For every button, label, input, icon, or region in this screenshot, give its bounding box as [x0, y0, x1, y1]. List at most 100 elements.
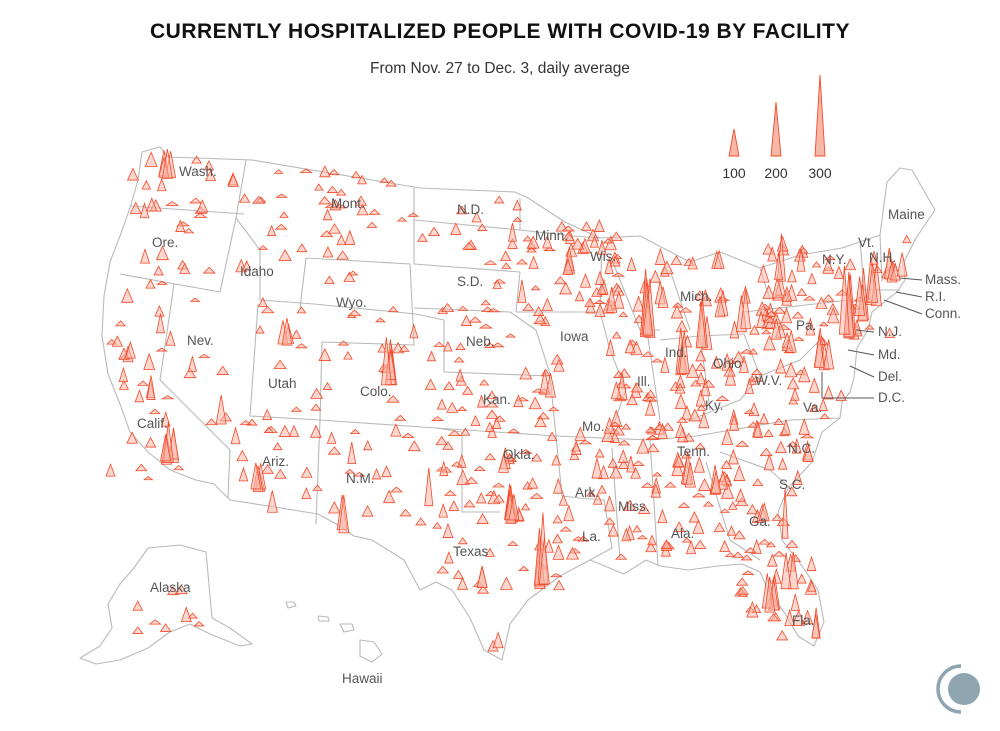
facility-spike — [517, 279, 527, 303]
facility-spike — [508, 494, 520, 521]
facility-spike — [592, 493, 603, 505]
facility-spike — [869, 250, 879, 265]
facility-spike — [457, 305, 469, 311]
facility-spike — [455, 205, 468, 215]
facility-spike — [771, 276, 783, 299]
state-label-pa: Pa. — [796, 318, 816, 333]
facility-spike — [822, 257, 835, 274]
facility-spike — [784, 608, 795, 626]
facility-spike — [484, 452, 496, 461]
facility-spike — [597, 239, 607, 255]
leader-line-del — [849, 365, 875, 378]
state-label-utah: Utah — [268, 376, 297, 391]
facility-spike — [183, 227, 195, 234]
facility-spike — [626, 256, 637, 271]
facility-spike — [463, 499, 476, 508]
facility-spike — [749, 324, 760, 335]
facility-spike — [294, 343, 309, 349]
facility-spike — [664, 481, 677, 488]
facility-spike — [261, 464, 274, 474]
state-label-kan: Kan. — [483, 392, 511, 407]
facility-spike — [347, 309, 362, 316]
facility-spike — [675, 422, 687, 438]
facility-spike — [155, 313, 165, 334]
facility-spike — [155, 280, 169, 285]
facility-spike — [786, 377, 800, 390]
facility-spike — [673, 454, 685, 468]
facility-spike — [592, 299, 607, 304]
facility-spike — [129, 201, 142, 214]
facility-spike — [507, 428, 521, 434]
facility-spike — [772, 550, 786, 557]
state-label-tenn: Tenn. — [677, 444, 710, 459]
facility-spike — [118, 366, 129, 383]
facility-spike — [563, 504, 575, 522]
facility-spike — [143, 476, 154, 481]
state-label-calif: Calif. — [137, 416, 168, 431]
circle-logo-icon — [936, 664, 980, 714]
facility-spike — [650, 483, 662, 498]
facility-spike — [272, 442, 283, 451]
facility-spike — [790, 387, 800, 401]
facility-spike — [660, 539, 673, 549]
facility-spike — [436, 565, 450, 574]
facility-spike — [763, 334, 776, 351]
facility-spike — [757, 264, 770, 283]
state-borders — [79, 146, 936, 665]
facility-spike — [569, 449, 580, 460]
facility-spike — [763, 453, 775, 471]
facility-spike — [751, 538, 762, 554]
facility-spike — [681, 537, 693, 543]
facility-spike — [544, 373, 556, 398]
facility-spike — [613, 370, 625, 378]
facility-spike — [143, 352, 156, 370]
facility-spike — [238, 193, 251, 203]
facility-spike — [290, 406, 303, 412]
facility-spike — [780, 552, 792, 590]
facility-spike — [610, 272, 626, 277]
label-leader-lines — [821, 277, 923, 399]
facility-spike — [796, 573, 807, 584]
state-label-nm: N.M. — [346, 471, 375, 486]
facility-spike — [480, 299, 491, 306]
facility-spike — [528, 396, 542, 410]
facility-spike — [526, 477, 539, 489]
facility-spike — [153, 265, 164, 276]
facility-spike — [450, 222, 462, 235]
facility-spike — [274, 468, 287, 479]
facility-spike — [609, 409, 623, 428]
facility-spike — [336, 234, 347, 246]
facility-spike — [191, 155, 203, 164]
facility-spike — [462, 241, 476, 250]
facility-spike — [273, 169, 284, 174]
facility-spike — [468, 316, 482, 323]
facility-spike — [134, 463, 148, 472]
facility-spike — [818, 321, 829, 327]
facility-spike — [328, 223, 342, 234]
facility-spike — [111, 335, 124, 347]
facility-spike — [508, 223, 517, 242]
facility-spike — [115, 320, 127, 327]
facility-spike — [442, 441, 454, 450]
facility-spike — [753, 420, 764, 438]
facility-spike — [380, 337, 392, 386]
facility-spike — [676, 416, 689, 423]
facility-spike — [309, 424, 322, 438]
facility-spike — [139, 248, 151, 264]
state-label-sd: S.D. — [457, 274, 483, 289]
facility-spike — [310, 387, 324, 399]
legend-label: 200 — [764, 165, 788, 181]
facility-spike — [609, 255, 621, 267]
facility-spike — [609, 231, 623, 241]
facility-spike — [490, 342, 505, 348]
facility-spike — [811, 614, 821, 639]
facility-spike — [136, 380, 150, 386]
facility-spike — [387, 305, 399, 313]
facility-spike — [723, 365, 736, 377]
facility-spike — [448, 500, 460, 511]
facility-spike — [318, 195, 332, 205]
facility-spike — [637, 503, 651, 514]
state-label-texas: Texas — [453, 544, 489, 559]
facility-spike — [608, 421, 622, 427]
